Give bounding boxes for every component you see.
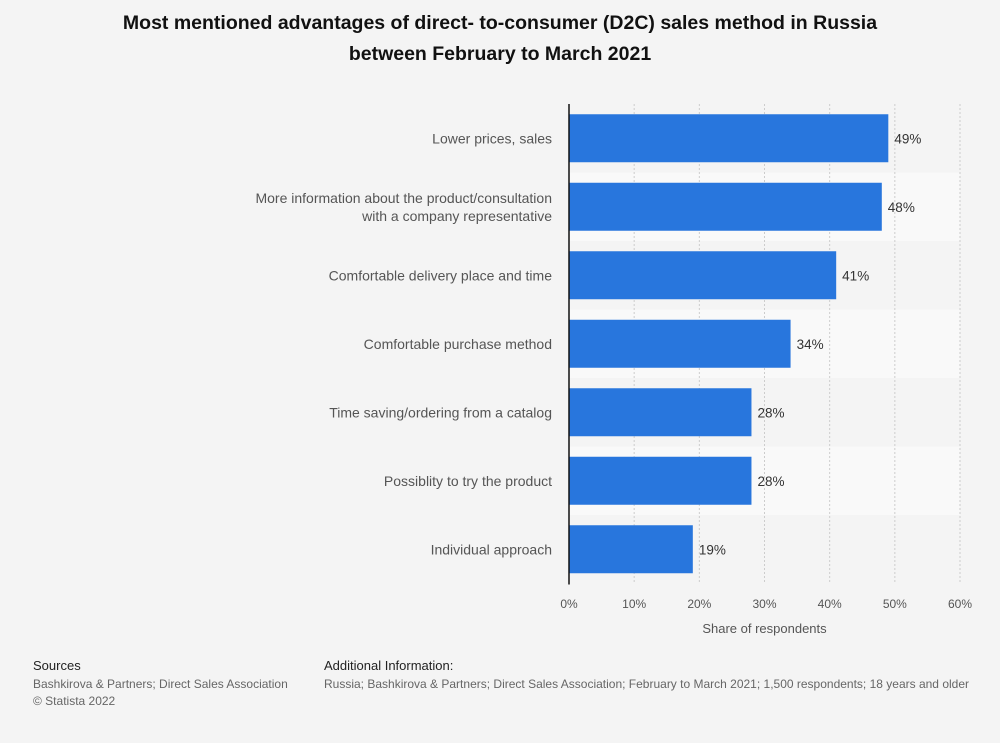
x-tick-label: 20% xyxy=(687,597,711,611)
bar xyxy=(569,114,889,163)
x-tick-label: 0% xyxy=(560,597,578,611)
x-tick-label: 10% xyxy=(622,597,646,611)
additional-info-block: Additional Information: Russia; Bashkiro… xyxy=(324,657,1000,693)
chart-title: Most mentioned advantages of direct- to-… xyxy=(40,8,960,70)
bar-value-label: 28% xyxy=(757,405,784,420)
x-tick-label: 50% xyxy=(883,597,907,611)
bar-value-label: 28% xyxy=(757,474,784,489)
sources-heading: Sources xyxy=(33,658,81,673)
bar-value-label: 34% xyxy=(797,337,824,352)
chart-title-line-2: between February to March 2021 xyxy=(348,43,652,65)
bar xyxy=(569,319,791,368)
bar-value-label: 48% xyxy=(888,200,915,215)
bar xyxy=(569,525,693,574)
additional-info-text: Russia; Bashkirova & Partners; Direct Sa… xyxy=(324,677,969,691)
bar xyxy=(569,251,837,300)
category-label: Individual approach xyxy=(431,541,552,557)
bar-value-label: 19% xyxy=(699,542,726,557)
category-label: Comfortable purchase method xyxy=(364,336,552,352)
chart-title-line-1: Most mentioned advantages of direct- to-… xyxy=(122,12,878,34)
sources-text: Bashkirova & Partners; Direct Sales Asso… xyxy=(33,677,288,691)
category-label: Possiblity to try the product xyxy=(384,473,552,489)
bar-value-label: 41% xyxy=(842,268,869,283)
category-label: More information about the product/consu… xyxy=(255,190,552,206)
category-label: with a company representative xyxy=(361,208,552,224)
category-label: Time saving/ordering from a catalog xyxy=(329,404,552,420)
additional-info-heading: Additional Information: xyxy=(324,658,454,673)
bar xyxy=(569,182,882,231)
category-label: Lower prices, sales xyxy=(432,130,552,146)
x-tick-label: 40% xyxy=(818,597,842,611)
x-tick-label: 60% xyxy=(948,597,972,611)
bar xyxy=(569,388,752,437)
copyright-text: © Statista 2022 xyxy=(33,694,116,708)
bar-value-label: 49% xyxy=(894,131,921,146)
category-label: Comfortable delivery place and time xyxy=(329,267,553,283)
x-axis-title: Share of respondents xyxy=(702,621,827,636)
bar-chart: 49% Lower prices, sales 48% More informatio… xyxy=(255,104,972,636)
sources-block: Sources Bashkirova & Partners; Direct Sa… xyxy=(33,657,288,710)
x-tick-label: 30% xyxy=(752,597,776,611)
bar xyxy=(569,456,752,505)
